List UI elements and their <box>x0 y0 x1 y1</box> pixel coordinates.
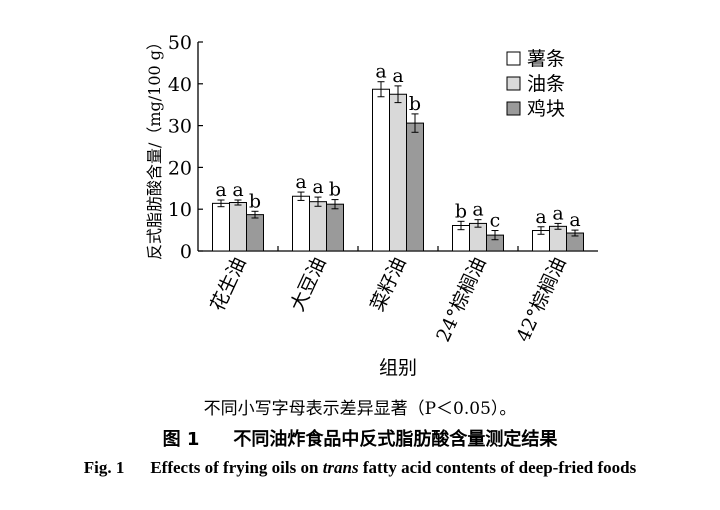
legend-label: 薯条 <box>527 48 565 70</box>
caption-text-en-pre: Effects of frying oils on <box>150 458 323 477</box>
significance-letter: a <box>472 199 483 221</box>
caption-text-en-italic: trans <box>322 458 359 477</box>
legend-swatch <box>506 76 521 91</box>
bar <box>549 225 567 252</box>
significance-letter: b <box>329 179 341 201</box>
significance-letter: a <box>375 61 386 83</box>
significance-letter: a <box>232 179 243 201</box>
significance-letter: c <box>490 210 501 232</box>
legend-swatch <box>506 51 521 66</box>
significance-letter: b <box>249 190 261 212</box>
legend-label: 油条 <box>527 73 565 95</box>
figure-caption-en: Fig. 1 Effects of frying oils on trans fa… <box>0 458 720 478</box>
caption-text-en-post: fatty acid contents of deep-fried foods <box>358 458 637 477</box>
x-tick-label: 42°棕榈油 <box>512 254 570 345</box>
y-tick-label: 30 <box>168 116 192 138</box>
y-tick-label: 40 <box>168 74 192 96</box>
bar <box>406 122 424 252</box>
caption-text-cn: 不同油炸食品中反式脂肪酸含量测定结果 <box>233 429 558 450</box>
bar <box>229 202 247 252</box>
x-tick-label: 大豆油 <box>286 254 330 315</box>
chart-axes: 0 10 20 30 40 50 <box>168 32 598 263</box>
x-axis-label: 组别 <box>379 357 417 379</box>
significance-note: 不同小写字母表示差异显著（P＜0.05）。 <box>203 399 517 419</box>
significance-letter: b <box>409 93 421 115</box>
bar <box>212 202 230 252</box>
x-tick-label: 24°棕榈油 <box>432 254 490 345</box>
y-axis-label: 反式脂肪酸含量/（mg/100 g） <box>145 34 164 260</box>
legend-label: 鸡块 <box>527 98 565 120</box>
chart-bars: a aba a ba abb a c a a a <box>212 61 584 252</box>
significance-letter: a <box>295 171 306 193</box>
caption-number-en: Fig. 1 <box>83 458 125 477</box>
y-tick-label: 0 <box>180 241 192 263</box>
significance-letter: a <box>392 65 403 87</box>
caption-number-cn: 图 1 <box>162 429 200 450</box>
y-tick-label: 50 <box>168 32 192 54</box>
bar <box>246 214 264 252</box>
significance-letter: a <box>569 209 580 231</box>
significance-letter: a <box>215 179 226 201</box>
bar <box>309 201 327 252</box>
y-tick-label: 10 <box>168 199 192 221</box>
significance-letter: a <box>535 206 546 228</box>
figure-caption-cn: 图 1 不同油炸食品中反式脂肪酸含量测定结果 <box>0 425 720 451</box>
legend-swatch <box>506 101 521 116</box>
bar <box>372 88 390 252</box>
x-tick-label: 花生油 <box>206 254 250 315</box>
significance-letter: b <box>455 200 467 222</box>
bar <box>292 195 310 252</box>
significance-letter: a <box>552 202 563 224</box>
x-tick-label: 菜籽油 <box>366 254 410 315</box>
bar <box>326 203 344 252</box>
bar <box>389 93 407 252</box>
x-tick-labels: 花生油 大豆油 菜籽油 24°棕榈油 42°棕榈油 <box>206 254 570 345</box>
y-tick-label: 20 <box>168 157 192 179</box>
significance-letter: a <box>312 176 323 198</box>
